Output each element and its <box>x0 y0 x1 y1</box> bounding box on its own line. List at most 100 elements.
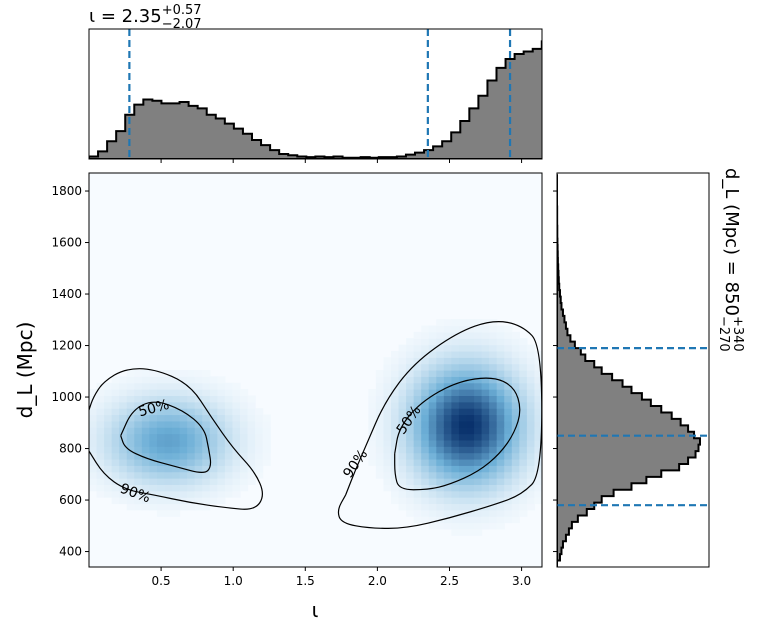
density-cell <box>443 382 452 390</box>
density-cell <box>511 363 520 371</box>
density-cell <box>187 433 196 441</box>
density-cell <box>209 490 218 498</box>
density-cell <box>519 509 528 517</box>
density-cell <box>141 414 150 422</box>
density-cell <box>126 458 135 466</box>
y-tick-label: 1200 <box>51 339 82 353</box>
density-cell <box>89 439 98 447</box>
density-cell <box>240 452 249 460</box>
density-cell <box>421 395 430 403</box>
density-cell <box>156 490 166 498</box>
density-cell <box>164 478 173 485</box>
density-cell <box>443 497 452 505</box>
density-cell <box>428 503 437 511</box>
density-cell <box>134 490 143 498</box>
density-cell <box>89 465 98 473</box>
density-cell <box>496 439 505 447</box>
density-cell <box>224 414 234 422</box>
density-cell <box>134 370 143 377</box>
density-cell <box>375 382 385 390</box>
density-cell <box>504 376 513 384</box>
density-cell <box>187 370 196 377</box>
density-cell <box>149 497 158 505</box>
density-cell <box>89 484 98 492</box>
density-cell <box>217 401 226 409</box>
density-cell <box>504 509 513 517</box>
density-cell <box>375 395 385 403</box>
density-cell <box>172 490 181 498</box>
density-cell <box>421 439 430 447</box>
density-cell <box>179 376 188 384</box>
density-cell <box>104 382 113 390</box>
density-cell <box>255 414 264 422</box>
density-cell <box>428 433 437 441</box>
density-cell <box>458 401 468 409</box>
top-ticks <box>160 159 523 163</box>
density-cell <box>224 401 234 409</box>
density-cell <box>474 344 483 352</box>
density-cell <box>489 376 498 384</box>
density-cell <box>519 395 528 403</box>
density-cell <box>156 497 166 505</box>
right-marginal-panel: d_L (Mpc) = 850+340−270 <box>553 168 745 568</box>
density-cell <box>179 478 188 485</box>
density-cell <box>96 458 105 466</box>
density-cell <box>217 395 226 403</box>
density-cell <box>240 446 249 454</box>
density-cell <box>209 465 218 473</box>
density-cell <box>126 490 135 498</box>
density-cell <box>111 458 120 466</box>
density-cell <box>519 357 528 365</box>
density-cell <box>436 439 445 447</box>
density-cell <box>383 376 392 384</box>
density-cell <box>428 452 437 460</box>
density-cell <box>421 338 430 346</box>
density-cell <box>466 458 475 466</box>
density-cell <box>421 497 430 505</box>
density-cell <box>172 458 181 466</box>
density-cell <box>383 363 392 371</box>
density-cell <box>232 452 241 460</box>
density-cell <box>519 490 528 498</box>
density-cell <box>458 439 468 447</box>
density-cell <box>172 420 181 428</box>
density-cell <box>187 414 196 422</box>
density-cell <box>156 433 166 441</box>
density-cell <box>126 497 135 505</box>
density-cell <box>436 350 445 358</box>
density-cell <box>187 452 196 460</box>
density-cell <box>526 382 536 390</box>
density-cell <box>383 465 392 473</box>
density-cell <box>511 357 520 365</box>
density-cell <box>172 389 181 397</box>
density-cell <box>156 509 166 517</box>
density-cell <box>255 465 264 473</box>
density-cell <box>383 446 392 454</box>
density-cell <box>187 427 196 435</box>
density-cell <box>466 420 475 428</box>
density-cell <box>504 516 513 524</box>
density-cell <box>458 357 468 365</box>
density-cell <box>179 452 188 460</box>
density-cell <box>89 433 98 441</box>
density-cell <box>474 389 483 397</box>
right-ticks <box>553 190 557 553</box>
density-cell <box>504 484 513 492</box>
density-cell <box>451 528 460 536</box>
density-cell <box>458 363 468 371</box>
density-cell <box>534 427 542 435</box>
y-histogram-bars <box>557 174 701 567</box>
density-cell <box>96 439 105 447</box>
density-cell <box>232 446 241 454</box>
density-cell <box>126 389 135 397</box>
density-cell <box>126 401 135 409</box>
density-cell <box>496 427 505 435</box>
density-cell <box>466 509 475 517</box>
density-cell <box>526 446 536 454</box>
density-cell <box>164 484 173 492</box>
density-cell <box>179 471 188 479</box>
density-cell <box>141 478 150 485</box>
density-cell <box>489 503 498 511</box>
density-cell <box>96 471 105 479</box>
density-cell <box>458 516 468 524</box>
